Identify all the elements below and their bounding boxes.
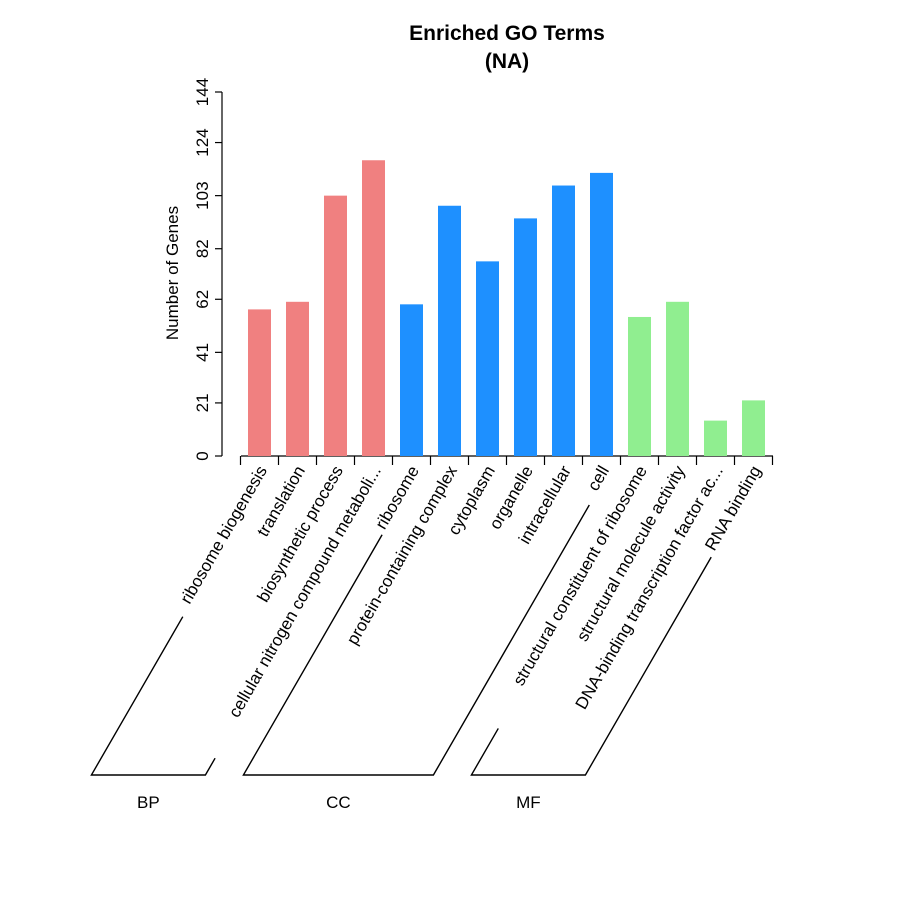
y-tick-label: 62 xyxy=(193,290,212,309)
group-bracket-mf xyxy=(470,556,712,776)
chart-subtitle: (NA) xyxy=(485,50,529,73)
y-tick-label: 103 xyxy=(193,181,212,209)
group-label-mf: MF xyxy=(516,793,541,812)
bar-ribosome xyxy=(400,304,423,456)
y-tick-label: 21 xyxy=(193,393,212,412)
bar-ribosome-biogenesis xyxy=(248,309,271,456)
y-tick-label: 144 xyxy=(193,78,212,106)
y-axis-label: Number of Genes xyxy=(163,206,182,340)
y-tick-label: 82 xyxy=(193,239,212,258)
x-tick-labels: ribosome biogenesistranslationbiosynthet… xyxy=(177,462,765,721)
bar-cell xyxy=(590,172,613,456)
group-bracket-cc xyxy=(242,504,590,776)
x-tick-label-dna-binding-transcription-factor-ac: DNA-binding transcription factor ac... xyxy=(572,463,727,713)
bar-organelle xyxy=(514,218,537,456)
chart-title: Enriched GO Terms xyxy=(409,22,605,45)
x-ticks xyxy=(239,456,774,465)
bar-intracellular xyxy=(552,185,575,456)
bar-biosynthetic-process xyxy=(324,195,347,456)
bar-translation xyxy=(286,301,309,456)
group-label-cc: CC xyxy=(326,793,351,812)
y-tick-label: 41 xyxy=(193,343,212,362)
group-label-bp: BP xyxy=(137,793,160,812)
bar-dna-binding-transcription-factor-ac xyxy=(704,420,727,456)
category-groups: BP CC MF xyxy=(90,504,712,812)
x-tick-label-structural-constituent-of-ribosome: structural constituent of ribosome xyxy=(509,463,651,689)
bar-cytoplasm xyxy=(476,261,499,456)
bar-protein-containing-complex xyxy=(438,205,461,456)
group-bracket-bp xyxy=(90,616,216,776)
bar-rna-binding xyxy=(742,400,765,456)
bar-structural-molecule-activity xyxy=(666,301,689,456)
bar-cellular-nitrogen-compound-metaboli xyxy=(362,160,385,456)
bar-structural-constituent-of-ribosome xyxy=(628,316,651,456)
y-tick-label: 124 xyxy=(193,128,212,156)
x-tick-label-ribosome-biogenesis: ribosome biogenesis xyxy=(177,463,271,608)
x-tick-label-cell: cell xyxy=(584,463,613,495)
y-ticks: 0 21 41 62 82 103 124 144 xyxy=(193,78,222,461)
y-tick-label: 0 xyxy=(193,451,212,460)
bars xyxy=(248,160,765,456)
